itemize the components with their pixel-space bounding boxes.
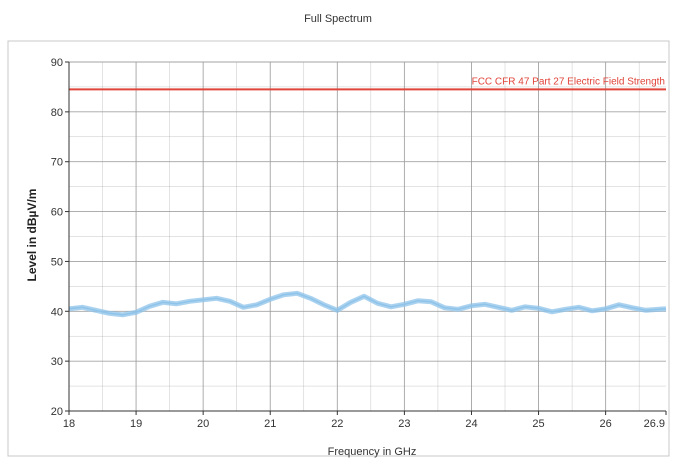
x-axis-label: Frequency in GHz	[328, 446, 417, 458]
grid-layer	[68, 61, 666, 412]
x-tick-label: 21	[264, 418, 276, 430]
chart-title: Full Spectrum	[304, 13, 372, 25]
x-tick-label: 20	[197, 418, 209, 430]
x-tick-label: 25	[532, 418, 544, 430]
y-tick-label: 70	[51, 157, 63, 169]
y-tick-label: 30	[51, 356, 63, 368]
data-layer: FCC CFR 47 Part 27 Electric Field Streng…	[68, 76, 667, 318]
measurement-trace	[68, 292, 667, 316]
y-tick-label: 90	[51, 57, 63, 69]
y-tick-label: 80	[51, 107, 63, 119]
x-tick-label: 19	[130, 418, 142, 430]
y-axis-label: Level in dBµV/m	[25, 189, 39, 282]
x-tick-label: 18	[63, 418, 75, 430]
x-tick-label: 23	[398, 418, 410, 430]
chart-frame	[7, 40, 670, 457]
y-tick-label: 40	[51, 306, 63, 318]
y-tick-label: 20	[51, 406, 63, 418]
x-tick-label: 24	[465, 418, 477, 430]
x-tick-label: 26	[600, 418, 612, 430]
limit-line-label: FCC CFR 47 Part 27 Electric Field Streng…	[472, 76, 665, 87]
y-tick-label: 60	[51, 207, 63, 219]
x-tick-label: 26.9	[644, 418, 665, 430]
x-tick-label: 22	[331, 418, 343, 430]
axis-layer: 20 30 40 50 60 70 80 90 18 19 20 21 22 23 24 25 26 26.9	[51, 57, 667, 430]
y-tick-label: 50	[51, 256, 63, 268]
